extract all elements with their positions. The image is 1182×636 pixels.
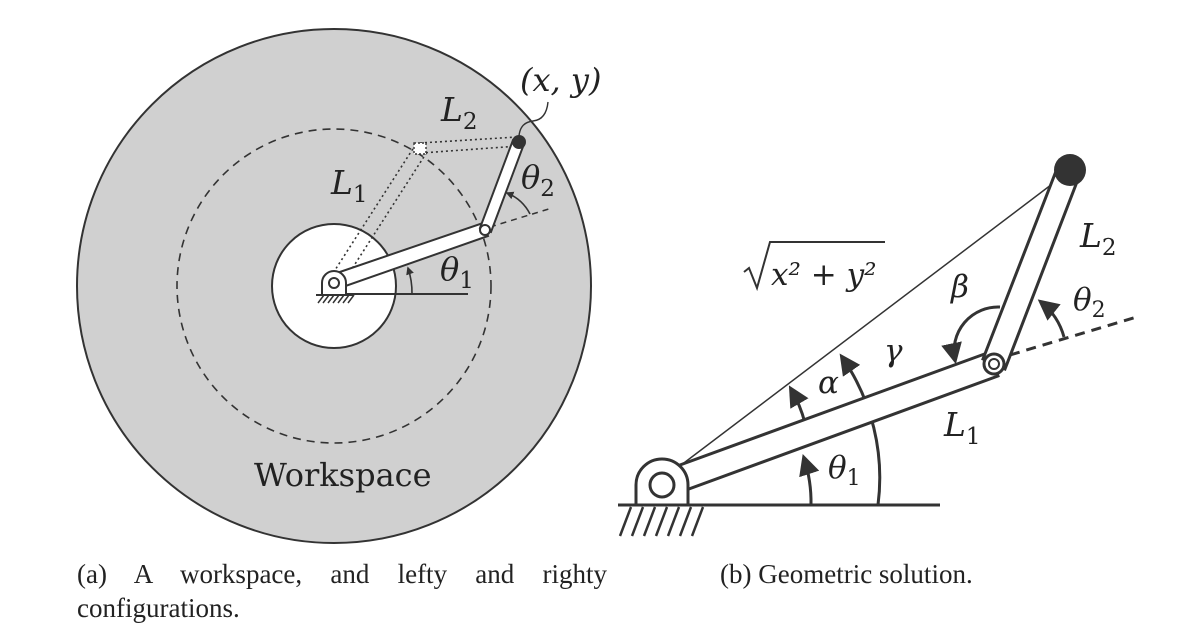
caption-b: (b) Geometric solution. <box>720 559 973 589</box>
link2-label-a: L2 <box>440 90 478 135</box>
theta1-arc-b <box>799 454 820 506</box>
elbow-joint-b-inner <box>988 358 1000 370</box>
distance-label: x² + y² <box>771 257 877 293</box>
alpha-label: α <box>818 365 839 401</box>
theta2-extension-dashed <box>1009 314 1141 357</box>
lefty-joint <box>413 142 427 155</box>
panel-b: x² + y² L2 β θ2 γ α L1 θ1 <box>618 154 1141 537</box>
theta2-arc-a <box>505 191 531 215</box>
reach-dashed-circle <box>176 128 492 444</box>
caption-a: (a) A workspace, and lefty and righty co… <box>77 559 607 623</box>
workspace-label: Workspace <box>254 456 432 494</box>
base-pivot-pin <box>328 277 340 289</box>
distance-line <box>667 171 1069 476</box>
end-effector-b <box>1054 154 1086 186</box>
link1-label-b: L1 <box>943 405 981 450</box>
theta1-arc-a <box>406 266 414 295</box>
lefty-link2-b <box>420 145 520 154</box>
link2-label-b: L2 <box>1079 216 1117 261</box>
panel-a: (x, y) L2 L1 θ2 θ1 Workspace <box>76 28 601 544</box>
gamma-arc <box>839 353 882 506</box>
sqrt-symbol <box>743 241 885 292</box>
elbow-joint <box>479 224 491 236</box>
alpha-arc <box>788 385 809 424</box>
theta2-label-b: θ2 <box>1073 282 1106 323</box>
base-pivot-pin-b <box>648 471 676 499</box>
ground-hatch-b <box>618 506 705 537</box>
end-effector <box>512 135 526 149</box>
lefty-link1-b <box>338 151 428 290</box>
theta1-label-b: θ1 <box>828 450 861 491</box>
theta2-label-a: θ2 <box>521 158 555 202</box>
link1-label-a: L1 <box>330 163 368 208</box>
lefty-link1-a <box>327 143 417 282</box>
theta1-label-a: θ1 <box>440 250 474 294</box>
beta-arc <box>941 305 1001 365</box>
beta-label: β <box>950 269 969 305</box>
lefty-link2-a <box>419 136 518 144</box>
gamma-label: γ <box>884 333 903 369</box>
theta2-arc-b <box>1037 299 1066 338</box>
endpoint-leader-line <box>518 101 549 137</box>
ground-hatch-a <box>317 294 355 304</box>
endpoint-label: (x, y) <box>520 61 601 99</box>
